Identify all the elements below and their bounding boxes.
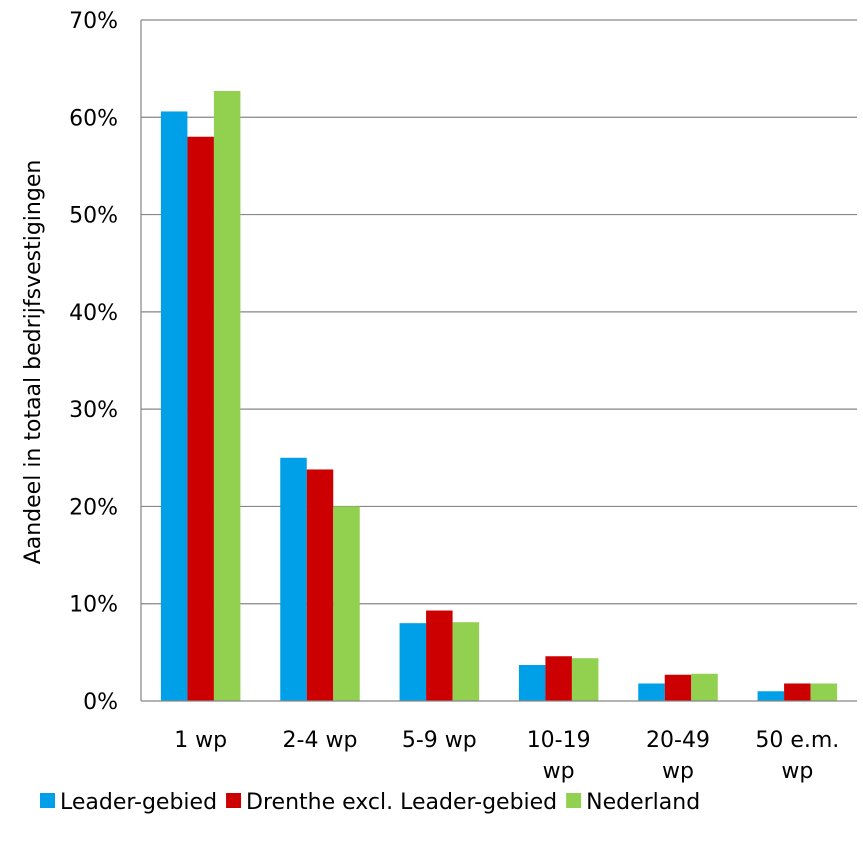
legend-swatch — [40, 793, 55, 808]
bar — [810, 683, 838, 701]
x-axis-ticks: 1 wp 2-4 wp 5-9 wp 10-19 wp 20-49 wp 50 e.m. wp — [174, 728, 839, 784]
bar — [518, 665, 546, 701]
bar — [306, 469, 334, 701]
y-tick-label: 10% — [69, 593, 118, 618]
bar — [160, 111, 188, 702]
y-tick-label: 0% — [83, 690, 118, 715]
x-tick-label: 10-19 wp — [527, 728, 591, 784]
y-tick-label: 60% — [69, 106, 118, 131]
bar — [784, 683, 811, 701]
bar — [280, 457, 307, 701]
bar — [333, 506, 360, 701]
legend: Leader-gebied Drenthe excl. Leader-gebied… — [40, 790, 700, 815]
x-tick-label: 50 e.m. wp — [755, 728, 839, 784]
bar — [452, 622, 480, 701]
axes — [140, 20, 857, 702]
y-tick-label: 20% — [69, 495, 118, 520]
legend-label: Nederland — [586, 790, 700, 815]
bar — [571, 658, 599, 701]
y-axis-ticks: 0% 10% 20% 30% 40% 50% 60% 70% — [69, 9, 118, 715]
legend-swatch — [566, 793, 582, 808]
bar — [399, 623, 427, 701]
bar — [187, 136, 214, 701]
y-tick-label: 50% — [69, 204, 118, 229]
legend-swatch — [226, 793, 242, 808]
x-tick-label: 5-9 wp — [402, 728, 477, 753]
bar — [638, 683, 665, 701]
x-tick-label: 20-49 wp — [646, 728, 710, 784]
y-tick-label: 30% — [69, 398, 118, 423]
gridlines — [141, 19, 857, 605]
y-tick-label: 40% — [69, 301, 118, 326]
y-tick-label: 70% — [69, 9, 118, 34]
y-axis-title: Aandeel in totaal bedrijfsvestigingen — [21, 160, 46, 565]
bar — [426, 610, 453, 701]
bar — [757, 691, 785, 701]
legend-label: Leader-gebied — [60, 790, 217, 815]
bars — [160, 91, 838, 702]
bar — [213, 91, 241, 702]
bar — [664, 674, 692, 701]
bar — [545, 656, 572, 701]
x-tick-label: 2-4 wp — [283, 728, 358, 753]
legend-label: Drenthe excl. Leader-gebied — [246, 790, 557, 815]
bar — [691, 673, 718, 701]
x-tick-label: 1 wp — [174, 728, 227, 753]
